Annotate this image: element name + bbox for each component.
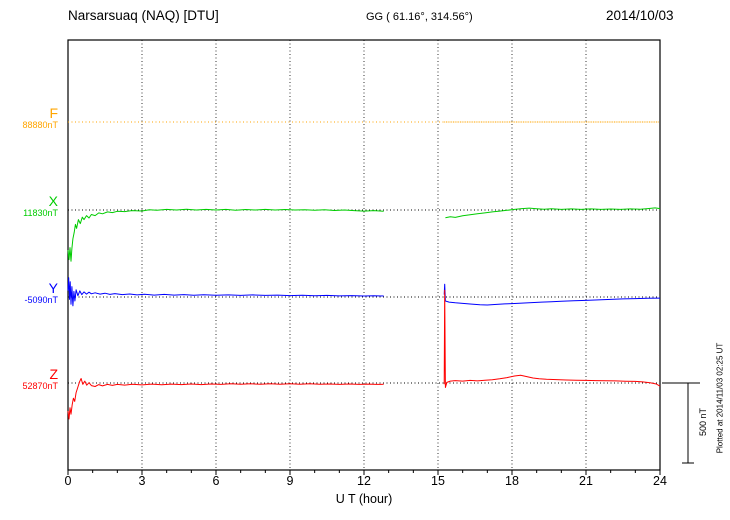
x-tick-label: 9 [286,474,294,488]
series-baseline-y: -5090nT [24,295,58,306]
x-tick-label: 15 [431,474,445,488]
series-line-Y [443,283,661,306]
series-baseline-x: 11830nT [23,208,58,219]
series-line-Z [67,378,384,420]
series-line-X [67,208,384,262]
station-title: Narsarsuaq (NAQ) [DTU] [68,8,219,23]
series-line-Y [67,277,384,307]
series-letter-y: Y [48,280,58,296]
series-label-y: Y -5090nT [0,280,58,306]
x-tick-label: 12 [357,474,371,488]
geographic-coords: GG ( 61.16°, 314.56°) [366,11,473,23]
x-tick-label: 3 [138,474,146,488]
scalebar-label: 500 nT [698,407,708,437]
x-tick-label: 18 [505,474,519,488]
series-letter-z: Z [49,366,58,382]
x-tick-label: 24 [653,474,667,488]
series-baseline-z: 52870nT [22,381,58,392]
x-axis-title: U T (hour) [335,492,393,506]
x-axis-tick-labels: 0 3 6 9 12 15 18 21 24 [0,474,730,490]
plot-date: 2014/10/03 [606,8,674,23]
plot-frame [67,39,661,471]
series-label-z: Z 52870nT [0,366,58,392]
series-line-X [445,207,661,219]
series-baseline-f: 88880nT [22,120,58,131]
series-letter-x: X [48,193,58,209]
x-tick-label: 6 [212,474,220,488]
series-letter-f: F [49,105,58,121]
x-tick-label: 21 [579,474,593,488]
series-line-Z [443,289,661,388]
series-label-f: F 88880nT [0,105,58,131]
series-label-x: X 11830nT [0,193,58,219]
x-tick-label: 0 [64,474,72,488]
plotted-at-note: Plotted at 2014/11/03 02:25 UT [715,342,725,454]
